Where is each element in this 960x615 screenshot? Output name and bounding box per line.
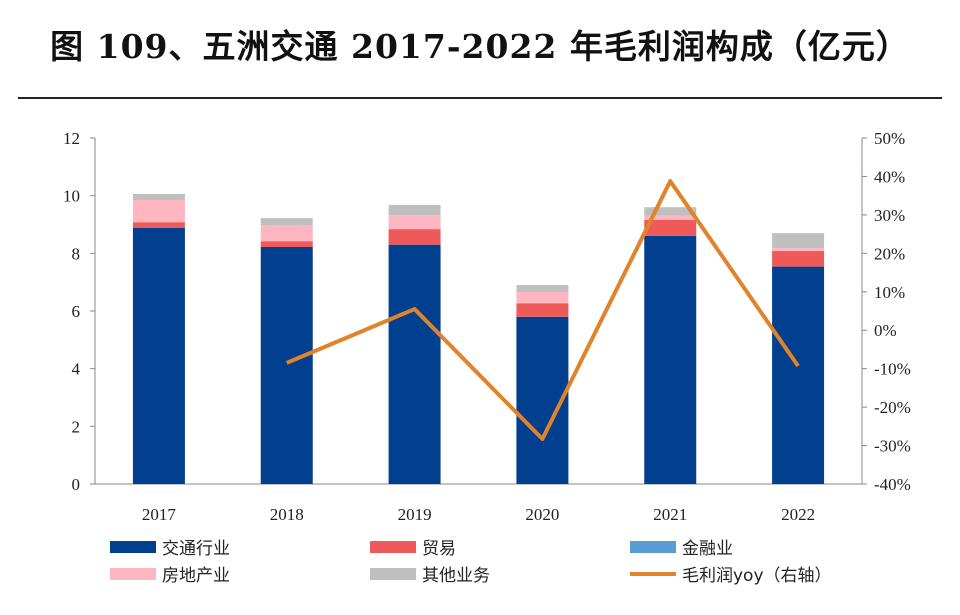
x-tick-label: 2019: [398, 505, 432, 524]
y2-tick-label: 30%: [874, 206, 905, 225]
bar-segment: [132, 199, 185, 223]
title-divider: [18, 97, 942, 99]
bar-segment: [132, 193, 185, 200]
y2-tick-label: 50%: [874, 129, 905, 148]
bar-segment: [772, 266, 825, 484]
y2-tick-label: -10%: [874, 360, 911, 379]
legend-label: 贸易: [422, 539, 456, 559]
y-tick-label: 6: [72, 302, 81, 321]
y2-tick-label: 0%: [874, 321, 897, 340]
bar-segment: [516, 303, 569, 317]
x-tick-label: 2021: [653, 505, 687, 524]
chart-title: 图 109、五洲交通 2017-2022 年毛利润构成（亿元）: [50, 27, 910, 66]
legend-label: 毛利润yoy（右轴）: [682, 566, 832, 586]
legend-label: 房地产业: [162, 566, 230, 586]
y-tick-label: 4: [72, 360, 81, 379]
bar-segment: [132, 222, 185, 228]
y2-tick-label: -20%: [874, 398, 911, 417]
y2-tick-label: -30%: [874, 437, 911, 456]
y-tick-label: 10: [63, 187, 80, 206]
x-tick-label: 2017: [142, 505, 177, 524]
bar-segment: [388, 204, 441, 216]
legend-label: 交通行业: [162, 539, 230, 559]
bar-segment: [644, 219, 697, 236]
bar-segment: [260, 218, 313, 226]
y-tick-label: 8: [72, 244, 81, 263]
legend-swatch: [110, 541, 156, 553]
bar-segment: [644, 215, 697, 220]
y2-tick-label: 40%: [874, 167, 905, 186]
bar-segment: [388, 244, 441, 484]
legend-swatch: [370, 541, 416, 553]
y-tick-label: 12: [63, 129, 80, 148]
x-tick-label: 2018: [270, 505, 304, 524]
x-tick-label: 2020: [525, 505, 559, 524]
x-tick-label: 2022: [781, 505, 815, 524]
y2-tick-label: 20%: [874, 244, 905, 263]
bar-segment: [772, 251, 825, 267]
bar-segment: [516, 291, 569, 304]
y2-tick-label: 10%: [874, 283, 905, 302]
legend-swatch: [110, 568, 156, 580]
y2-tick-label: -40%: [874, 475, 911, 494]
bar-segment: [132, 227, 185, 484]
y-tick-label: 0: [72, 475, 81, 494]
legend-label: 金融业: [682, 539, 733, 559]
legend-label: 其他业务: [422, 566, 490, 586]
bar-segment: [260, 246, 313, 484]
bar-segment: [388, 229, 441, 245]
bar-segment: [516, 285, 569, 292]
bar-segment: [644, 235, 697, 484]
bar-segment: [260, 225, 313, 242]
y-tick-label: 2: [72, 417, 81, 436]
legend-swatch: [370, 568, 416, 580]
legend-swatch: [630, 541, 676, 553]
bar-segment: [772, 248, 825, 252]
bar-segment: [644, 207, 697, 216]
bar-segment: [388, 215, 441, 230]
bar-segment: [260, 241, 313, 247]
bar-segment: [772, 233, 825, 249]
